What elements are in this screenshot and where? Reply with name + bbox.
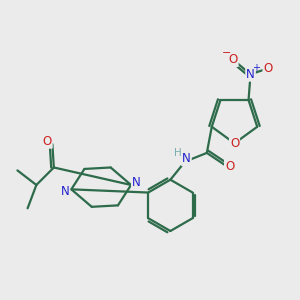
Text: O: O [228,53,238,66]
Text: +: + [252,63,260,73]
Text: O: O [225,160,234,172]
Text: H: H [174,148,182,158]
Text: O: O [230,137,239,150]
Text: N: N [61,185,69,198]
Text: −: − [222,48,231,58]
Text: N: N [132,176,141,189]
Text: N: N [246,68,255,81]
Text: O: O [43,135,52,148]
Text: O: O [263,62,273,75]
Text: N: N [182,152,191,165]
